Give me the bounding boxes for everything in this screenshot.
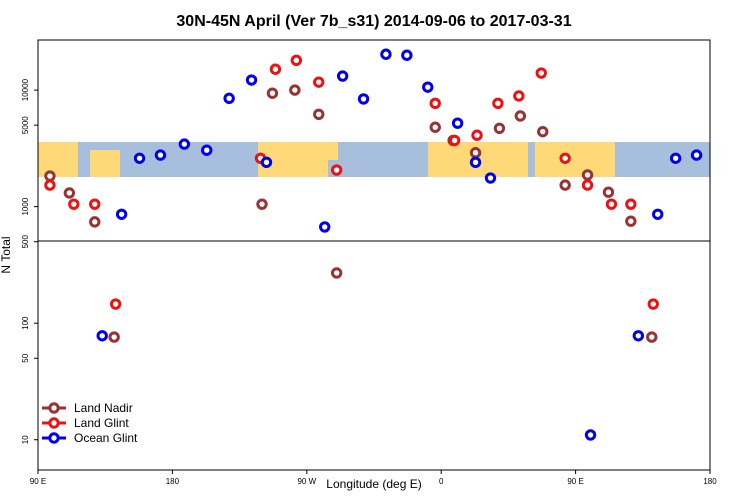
plot-frame — [37, 39, 711, 471]
point — [313, 76, 325, 88]
x-tick-label: 0 — [439, 477, 444, 486]
point — [652, 208, 664, 220]
point — [493, 122, 506, 135]
point — [492, 97, 504, 110]
point — [133, 152, 146, 164]
y-tick-label: 10 — [21, 435, 30, 444]
point — [401, 49, 413, 61]
point — [646, 331, 658, 343]
point — [109, 298, 122, 310]
y-tick-label: 1000 — [21, 197, 30, 215]
legend-marker — [48, 402, 60, 414]
point — [330, 267, 343, 279]
point — [581, 179, 594, 191]
legend-marker — [48, 417, 60, 429]
point — [96, 330, 108, 342]
point — [581, 169, 594, 181]
point — [44, 170, 56, 182]
point — [44, 179, 56, 191]
x-tick-label: 90 E — [30, 477, 46, 486]
point — [625, 198, 637, 210]
point — [669, 152, 682, 164]
point — [632, 330, 645, 342]
legend-label: Land Nadir — [74, 401, 133, 415]
point — [89, 198, 101, 210]
point — [108, 331, 120, 343]
point — [290, 54, 303, 67]
point — [201, 144, 213, 156]
point — [330, 164, 343, 176]
chart-title: 30N-45N April (Ver 7b_s31) 2014-09-06 to… — [176, 13, 571, 30]
y-tick-label: 5000 — [21, 116, 30, 134]
y-tick-label: 100 — [21, 316, 30, 330]
point — [602, 186, 615, 198]
point — [266, 87, 279, 99]
point — [89, 216, 101, 228]
point — [429, 121, 441, 133]
point — [178, 138, 191, 150]
point — [68, 198, 80, 210]
point — [154, 149, 167, 161]
point — [313, 108, 325, 120]
point — [605, 198, 618, 210]
x-axis-label: Longitude (deg E) — [326, 477, 421, 491]
point — [357, 93, 370, 105]
point — [469, 156, 482, 169]
point — [319, 221, 331, 233]
point — [380, 48, 392, 60]
point — [537, 125, 549, 138]
point — [451, 117, 464, 129]
x-tick-label: 90 E — [567, 477, 583, 486]
point — [484, 172, 497, 184]
x-tick-label: 90 W — [297, 477, 316, 486]
point — [647, 298, 659, 310]
point — [260, 156, 273, 169]
point — [429, 97, 441, 110]
point — [535, 67, 547, 79]
x-tick-label: 180 — [166, 477, 180, 486]
point — [336, 70, 349, 82]
y-tick-label: 500 — [21, 235, 30, 249]
point — [115, 208, 128, 220]
legend-label: Land Glint — [74, 416, 129, 430]
point — [559, 179, 571, 191]
x-tick-label: 180 — [703, 477, 717, 486]
point — [269, 63, 282, 75]
point — [256, 198, 268, 210]
legend-marker — [48, 432, 60, 444]
point — [471, 129, 483, 141]
point — [448, 134, 461, 147]
point — [289, 84, 301, 96]
y-tick-label: 10000 — [21, 78, 30, 101]
y-tick-label: 50 — [21, 353, 30, 362]
point — [245, 74, 258, 86]
point — [625, 215, 637, 227]
point — [223, 92, 235, 105]
point — [584, 429, 597, 441]
point — [513, 90, 525, 102]
point — [559, 152, 571, 164]
legend-label: Ocean Glint — [74, 431, 138, 445]
point — [690, 149, 703, 161]
point — [63, 187, 76, 199]
point — [422, 81, 434, 93]
point — [469, 147, 482, 159]
y-axis-label: N Total — [0, 236, 13, 273]
point — [514, 110, 527, 122]
